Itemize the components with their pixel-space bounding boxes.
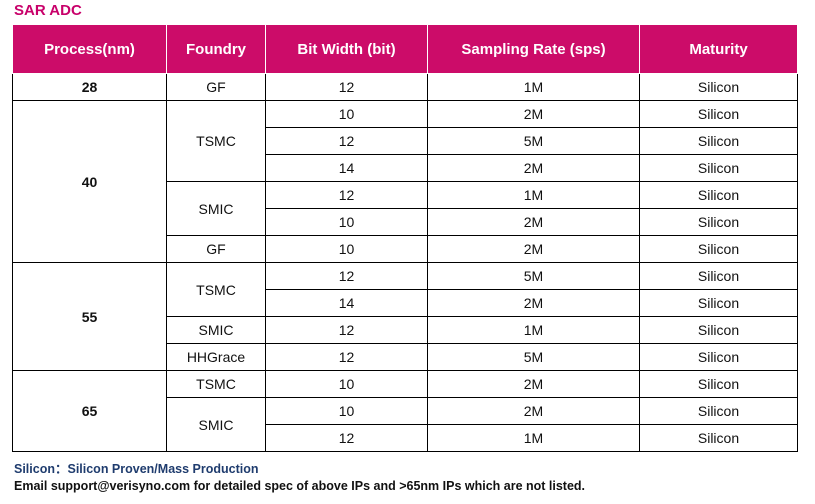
foundry-cell: TSMC (166, 262, 266, 317)
bit-width-cell: 12 (265, 343, 428, 371)
table-row: 65 TSMC 10 2M Silicon (12, 370, 798, 452)
table-row: 12 1M Silicon (13, 424, 798, 452)
sampling-rate-cell: 5M (427, 343, 640, 371)
table-row: SMIC 12 1M Silicon (13, 316, 798, 344)
table-row: 28 GF 12 1M Silicon (12, 73, 798, 101)
sar-adc-table: Process(nm) Foundry Bit Width (bit) Samp… (12, 24, 798, 452)
process-cell: 28 (12, 73, 167, 101)
table-row: 14 2M Silicon (13, 289, 798, 317)
header-sampling-rate: Sampling Rate (sps) (427, 24, 640, 74)
sampling-rate-cell: 2M (427, 154, 640, 182)
table-row: 12 5M Silicon (13, 127, 798, 155)
table-row: GF 10 2M Silicon (13, 235, 798, 263)
table-row: SMIC 12 1M Silicon (13, 181, 798, 236)
bit-width-cell: 12 (265, 181, 428, 209)
foundry-cell: HHGrace (166, 343, 266, 371)
sampling-rate-cell: 2M (427, 289, 640, 317)
sampling-rate-cell: 5M (427, 127, 640, 155)
bit-width-cell: 10 (265, 370, 428, 398)
foundry-cell: TSMC (166, 370, 266, 398)
maturity-cell: Silicon (639, 343, 798, 371)
table-row: 55 TSMC 12 5M Silicon (12, 262, 798, 371)
process-cell: 40 (12, 100, 167, 263)
maturity-cell: Silicon (639, 208, 798, 236)
header-process: Process(nm) (12, 24, 167, 74)
bit-width-cell: 10 (265, 208, 428, 236)
table-row: 14 2M Silicon (13, 154, 798, 182)
maturity-cell: Silicon (639, 181, 798, 209)
foundry-cell: TSMC (166, 100, 266, 182)
bit-width-cell: 12 (265, 73, 428, 101)
maturity-cell: Silicon (639, 370, 798, 398)
table-row: 10 2M Silicon (13, 208, 798, 236)
maturity-cell: Silicon (639, 397, 798, 425)
sampling-rate-cell: 2M (427, 235, 640, 263)
bit-width-cell: 12 (265, 424, 428, 452)
maturity-cell: Silicon (639, 424, 798, 452)
maturity-cell: Silicon (639, 262, 798, 290)
foundry-cell: GF (166, 235, 266, 263)
bit-width-cell: 12 (265, 262, 428, 290)
sampling-rate-cell: 1M (427, 181, 640, 209)
header-row: Process(nm) Foundry Bit Width (bit) Samp… (12, 24, 798, 74)
bit-width-cell: 10 (265, 100, 428, 128)
bit-width-cell: 12 (265, 127, 428, 155)
sampling-rate-cell: 1M (427, 424, 640, 452)
header-maturity: Maturity (639, 24, 798, 74)
table-row: 40 TSMC 10 2M Silicon (12, 100, 798, 263)
table-body: 28 GF 12 1M Silicon 40 TSMC 10 2M Silicon 12 5M Sili… (12, 73, 798, 452)
footer-contact: Email support@verisyno.com for detailed … (14, 479, 586, 493)
foundry-cell: SMIC (166, 397, 266, 452)
maturity-cell: Silicon (639, 73, 798, 101)
sampling-rate-cell: 2M (427, 397, 640, 425)
bit-width-cell: 10 (265, 235, 428, 263)
maturity-cell: Silicon (639, 100, 798, 128)
sampling-rate-cell: 2M (427, 370, 640, 398)
sampling-rate-cell: 1M (427, 316, 640, 344)
foundry-cell: SMIC (166, 316, 266, 344)
bit-width-cell: 10 (265, 397, 428, 425)
foundry-cell: SMIC (166, 181, 266, 236)
bit-width-cell: 12 (265, 316, 428, 344)
process-cell: 55 (12, 262, 167, 371)
page-title: SAR ADC (14, 2, 82, 19)
maturity-cell: Silicon (639, 127, 798, 155)
table-row: HHGrace 12 5M Silicon (13, 343, 798, 371)
sampling-rate-cell: 5M (427, 262, 640, 290)
bit-width-cell: 14 (265, 289, 428, 317)
sampling-rate-cell: 2M (427, 100, 640, 128)
sampling-rate-cell: 1M (427, 73, 640, 101)
process-cell: 65 (12, 370, 167, 452)
sampling-rate-cell: 2M (427, 208, 640, 236)
bit-width-cell: 14 (265, 154, 428, 182)
foundry-cell: GF (166, 73, 266, 101)
table-row: SMIC 10 2M Silicon (13, 397, 798, 452)
maturity-cell: Silicon (639, 289, 798, 317)
maturity-cell: Silicon (639, 154, 798, 182)
header-bit-width: Bit Width (bit) (265, 24, 428, 74)
footer-legend: Silicon：Silicon Proven/Mass Production (14, 462, 259, 476)
maturity-cell: Silicon (639, 316, 798, 344)
maturity-cell: Silicon (639, 235, 798, 263)
header-foundry: Foundry (166, 24, 266, 74)
